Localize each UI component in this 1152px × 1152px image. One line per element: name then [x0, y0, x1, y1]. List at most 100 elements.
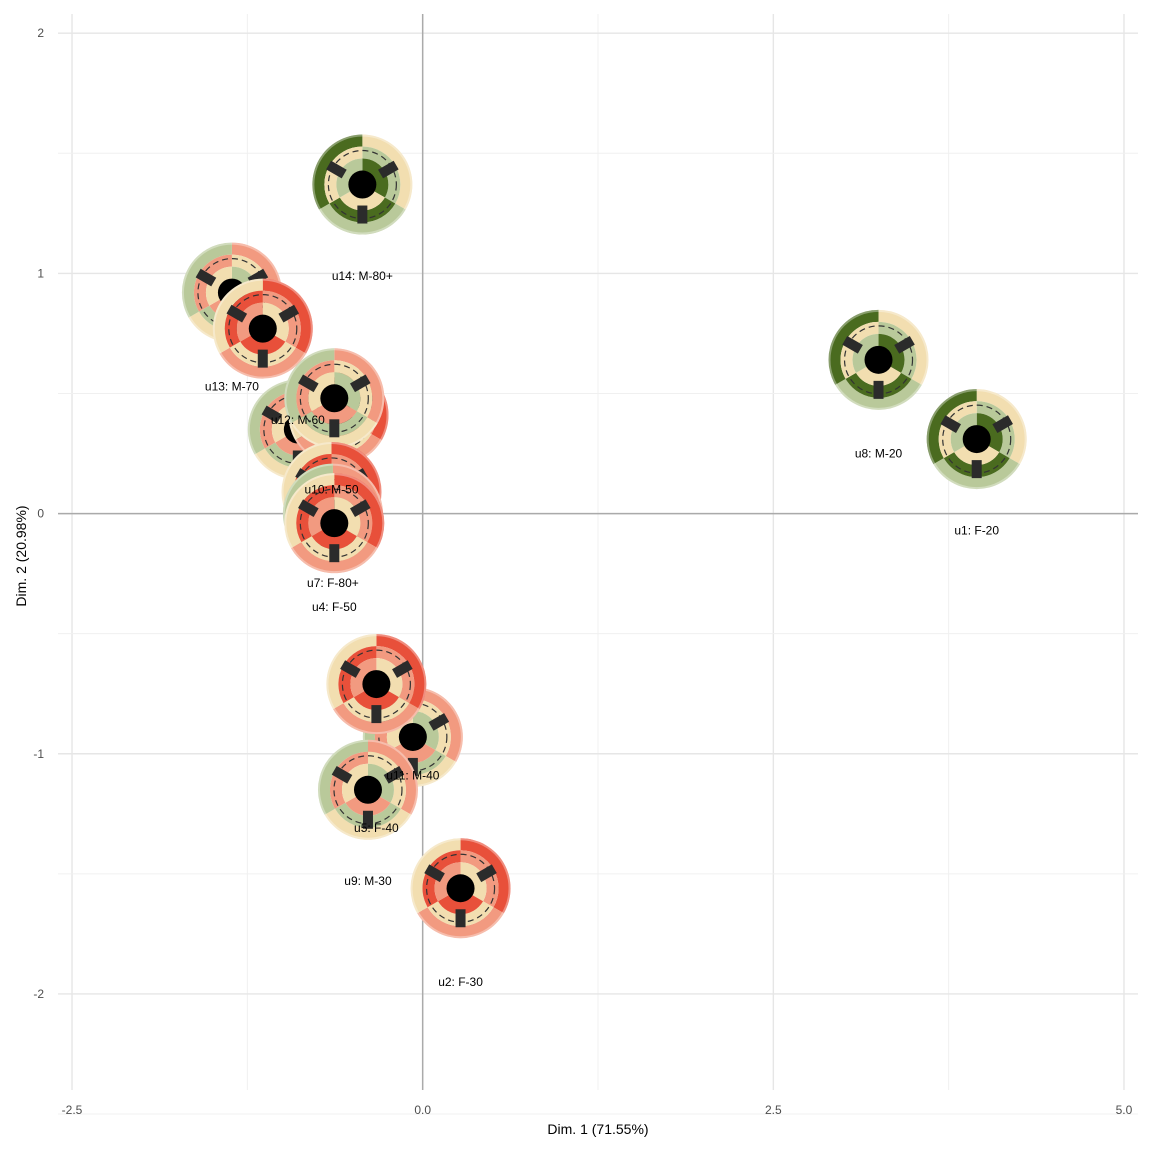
glyph-sector — [329, 197, 396, 223]
glyph-tick-mark — [407, 757, 418, 776]
grid-lines — [58, 14, 1138, 1115]
star-glyph — [312, 134, 413, 235]
glyph-tick-mark — [278, 304, 300, 323]
glyph-sector — [334, 360, 373, 418]
glyph-tick-mark — [357, 205, 368, 224]
glyph-tick-mark — [349, 499, 371, 518]
glyph-tick-mark — [329, 419, 340, 438]
glyph-tick-mark — [971, 460, 982, 479]
glyph-tick-mark — [940, 415, 962, 433]
glyph-sector — [301, 411, 368, 437]
glyph-sector — [284, 473, 335, 549]
glyph-sector — [362, 146, 401, 204]
glyph-sector — [412, 698, 451, 756]
star-glyph — [362, 686, 463, 787]
glyph-sector — [291, 417, 378, 449]
glyph-sector — [329, 751, 368, 809]
glyph-sector — [376, 646, 415, 704]
glyph-center — [353, 775, 382, 804]
point-label: u13: M-70 — [205, 379, 259, 393]
star-glyph — [317, 739, 418, 840]
point-labels: u14: M-80+ u13: M-70 u12: M-60 u10: M-50 u7:… — [205, 269, 999, 989]
glyph-sector — [224, 290, 263, 348]
glyph-tick-mark — [195, 268, 217, 287]
glyph-center — [248, 314, 277, 343]
glyph-sector — [828, 309, 879, 385]
glyph-center — [320, 384, 349, 413]
star-glyph — [212, 278, 313, 379]
x-tick-label: 5.0 — [1116, 1103, 1133, 1117]
glyph-outline — [410, 838, 511, 939]
glyph-tick-mark — [424, 864, 445, 883]
glyph-outline — [212, 278, 313, 379]
glyph-sector — [410, 838, 461, 914]
star-glyph — [284, 473, 385, 574]
glyph-sector — [181, 242, 232, 318]
x-tick-label: 2.5 — [765, 1103, 782, 1117]
glyph-sector — [229, 341, 296, 367]
y-tick-label: -1 — [33, 747, 44, 761]
glyph-center — [398, 722, 427, 751]
glyph-sector — [301, 536, 368, 562]
point-label: u11: M-40 — [386, 768, 439, 782]
glyph-sector — [933, 458, 1021, 490]
glyph-sector — [976, 389, 1027, 465]
glyph-sector — [296, 360, 335, 418]
glyph-sector — [835, 378, 922, 410]
x-axis-title: Dim. 1 (71.55%) — [547, 1121, 648, 1137]
glyph-center — [446, 874, 475, 903]
glyph-tick-mark — [362, 810, 373, 829]
glyph-sector — [427, 901, 494, 927]
glyph-tick-mark — [257, 349, 268, 368]
glyph-sector — [338, 646, 377, 704]
y-tick-label: 2 — [37, 26, 44, 40]
glyph-sector — [324, 808, 412, 840]
star-glyph — [410, 838, 511, 939]
point-label: u1: F-20 — [954, 523, 999, 537]
glyph-sector — [212, 278, 263, 354]
glyph-sector — [284, 348, 335, 424]
glyph-tick-mark — [455, 909, 466, 928]
glyph-outline — [926, 389, 1027, 490]
glyph-sector — [926, 389, 977, 465]
glyph-center — [362, 670, 391, 699]
glyph-sector — [312, 134, 363, 210]
glyph-sector — [878, 309, 929, 385]
point-label: u2: F-30 — [438, 975, 483, 989]
glyph-outline — [326, 634, 427, 735]
star-glyph — [326, 634, 427, 735]
glyph-sector — [840, 321, 879, 379]
glyph-center — [962, 425, 991, 454]
glyph-sector — [412, 686, 463, 762]
glyph-outline — [828, 309, 929, 410]
y-tick-label: 0 — [37, 507, 44, 521]
point-label: u4: F-50 — [312, 600, 357, 614]
glyph-tick-mark — [992, 415, 1013, 433]
point-label: u7: F-80+ — [307, 576, 359, 590]
glyph-sector — [262, 290, 301, 348]
glyph-center — [348, 170, 377, 199]
glyph-tick-mark — [349, 374, 371, 393]
star-glyph — [926, 389, 1027, 490]
x-tick-label: 0.0 — [414, 1103, 431, 1117]
point-label: u10: M-50 — [304, 483, 358, 497]
glyph-sector — [335, 802, 401, 828]
point-label: u8: M-20 — [855, 447, 903, 461]
glyph-sector — [259, 391, 298, 449]
glyph-tick-mark — [392, 660, 413, 678]
glyph-tick-mark — [329, 544, 340, 563]
glyph-sector — [376, 634, 427, 710]
point-label: u5: F-40 — [354, 821, 399, 835]
glyph-tick-mark — [261, 405, 283, 424]
glyph-outline — [284, 473, 385, 574]
glyph-sector — [296, 485, 335, 543]
glyph-sector — [219, 347, 307, 379]
glyph-sector — [460, 850, 499, 908]
glyph-sector — [976, 401, 1015, 459]
glyph-sector — [460, 838, 511, 914]
glyph-sector — [417, 907, 504, 939]
glyph-tick-mark — [226, 304, 248, 323]
point-label: u14: M-80+ — [332, 269, 393, 283]
glyph-tick-mark — [894, 336, 915, 354]
